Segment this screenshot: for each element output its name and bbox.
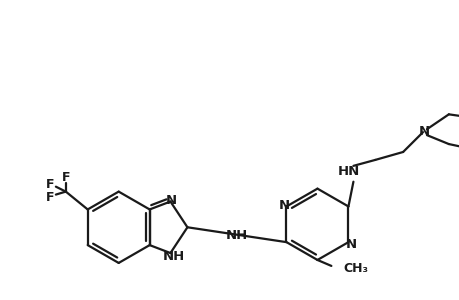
Text: HN: HN (336, 165, 359, 178)
Text: N: N (345, 238, 356, 250)
Text: F: F (45, 191, 54, 204)
Text: F: F (45, 178, 54, 191)
Text: N: N (278, 199, 290, 212)
Text: N: N (166, 194, 177, 207)
Text: NH: NH (225, 229, 247, 242)
Text: N: N (418, 125, 429, 138)
Text: NH: NH (162, 250, 184, 262)
Text: F: F (62, 171, 70, 184)
Text: CH₃: CH₃ (342, 262, 368, 275)
